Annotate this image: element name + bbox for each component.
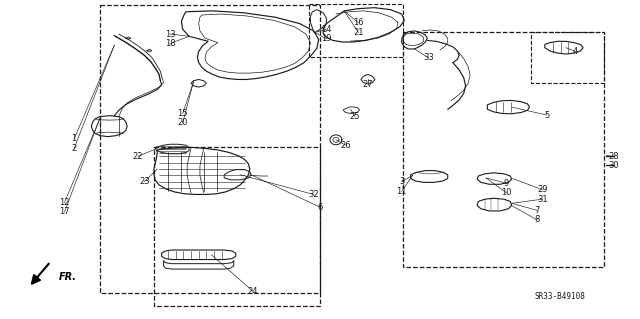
Text: 23: 23 bbox=[139, 177, 150, 186]
Text: 5: 5 bbox=[544, 111, 549, 120]
Bar bbox=[403, 33, 604, 268]
Text: 10: 10 bbox=[501, 188, 512, 197]
Bar bbox=[531, 33, 604, 83]
Text: 30: 30 bbox=[609, 161, 619, 170]
Text: 15: 15 bbox=[177, 109, 188, 118]
Text: 20: 20 bbox=[177, 118, 188, 128]
Text: 9: 9 bbox=[504, 179, 509, 188]
Polygon shape bbox=[147, 49, 152, 52]
Text: 8: 8 bbox=[534, 215, 540, 224]
Text: 19: 19 bbox=[321, 34, 332, 43]
Text: 22: 22 bbox=[132, 152, 143, 161]
Text: SR33-B49108: SR33-B49108 bbox=[534, 293, 585, 301]
Bar bbox=[100, 5, 320, 293]
Text: 29: 29 bbox=[537, 185, 547, 194]
Polygon shape bbox=[125, 37, 131, 40]
Bar bbox=[308, 4, 403, 57]
Bar bbox=[154, 147, 320, 306]
Text: 6: 6 bbox=[317, 203, 323, 211]
Text: 14: 14 bbox=[321, 25, 332, 34]
Text: 2: 2 bbox=[72, 144, 77, 153]
Text: 24: 24 bbox=[248, 287, 258, 296]
Text: 13: 13 bbox=[164, 30, 175, 39]
Text: 4: 4 bbox=[573, 47, 578, 56]
Text: 33: 33 bbox=[423, 53, 434, 62]
Text: 11: 11 bbox=[397, 187, 407, 196]
Text: 3: 3 bbox=[399, 177, 404, 186]
Text: 27: 27 bbox=[363, 80, 373, 89]
Text: 25: 25 bbox=[350, 112, 360, 121]
Text: 12: 12 bbox=[60, 198, 70, 207]
Text: 16: 16 bbox=[353, 19, 364, 27]
Text: 32: 32 bbox=[308, 190, 319, 199]
Text: FR.: FR. bbox=[59, 272, 77, 283]
Text: 21: 21 bbox=[353, 28, 364, 37]
Text: 31: 31 bbox=[537, 195, 548, 204]
Text: 7: 7 bbox=[534, 206, 540, 215]
Text: 28: 28 bbox=[609, 152, 619, 161]
Text: 17: 17 bbox=[60, 207, 70, 216]
Text: 26: 26 bbox=[340, 141, 351, 150]
Text: 1: 1 bbox=[72, 134, 77, 143]
Text: 18: 18 bbox=[164, 39, 175, 48]
